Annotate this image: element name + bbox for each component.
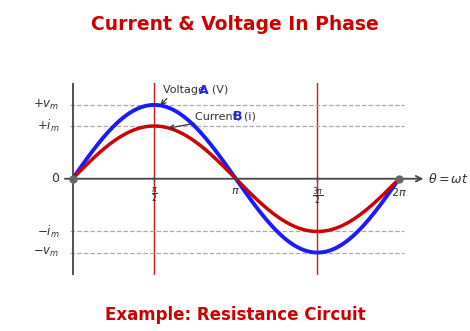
Text: B: B	[233, 110, 242, 123]
Text: Example: Resistance Circuit: Example: Resistance Circuit	[105, 307, 365, 324]
Text: $\pi$: $\pi$	[231, 186, 240, 196]
Text: $\frac{\pi}{2}$: $\frac{\pi}{2}$	[151, 186, 157, 205]
Text: $-v_m$: $-v_m$	[33, 246, 60, 259]
Text: $+v_m$: $+v_m$	[33, 98, 60, 112]
Text: $2\pi$: $2\pi$	[391, 186, 407, 198]
Text: A: A	[199, 84, 209, 97]
Text: 0: 0	[52, 172, 60, 185]
Text: $\theta = \omega t$: $\theta = \omega t$	[428, 172, 469, 186]
Text: $\frac{3\pi}{2}$: $\frac{3\pi}{2}$	[312, 186, 323, 207]
Text: $+i_m$: $+i_m$	[37, 118, 60, 134]
Text: $-i_m$: $-i_m$	[37, 223, 60, 240]
Text: Current, (i): Current, (i)	[195, 112, 259, 121]
Text: Voltage, (V): Voltage, (V)	[164, 85, 232, 95]
Text: Current & Voltage In Phase: Current & Voltage In Phase	[91, 15, 379, 34]
